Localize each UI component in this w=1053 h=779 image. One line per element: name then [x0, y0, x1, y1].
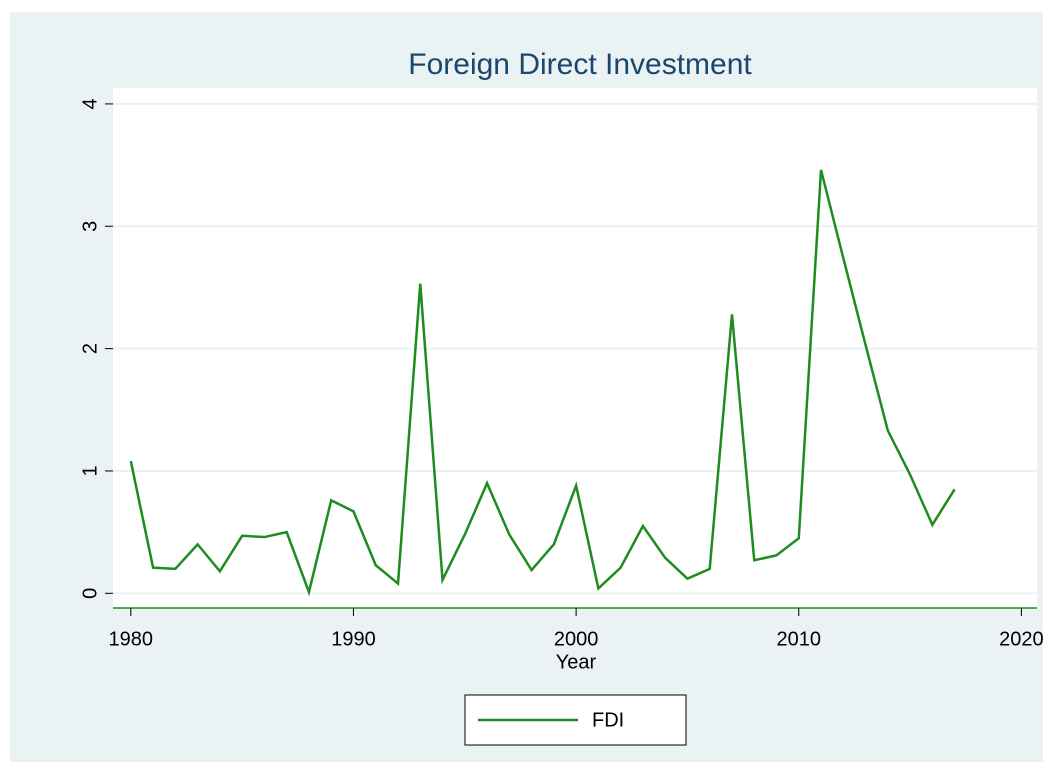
y-tick-label: 2: [79, 343, 101, 354]
x-tick-label: 2000: [554, 628, 599, 650]
x-tick-label: 1990: [331, 628, 376, 650]
x-axis-label: Year: [556, 651, 597, 673]
y-tick-label: 3: [79, 221, 101, 232]
y-tick-label: 0: [79, 588, 101, 599]
data-line: [129, 169, 956, 597]
y-tick-label: 1: [79, 465, 101, 476]
x-tick-label: 2020: [999, 628, 1044, 650]
x-tick-label: 1980: [109, 628, 154, 650]
y-tick-label: 4: [79, 98, 101, 109]
x-tick-label: 2010: [777, 628, 822, 650]
legend-label: FDI: [592, 709, 624, 731]
chart-title: Foreign Direct Investment: [408, 48, 752, 81]
